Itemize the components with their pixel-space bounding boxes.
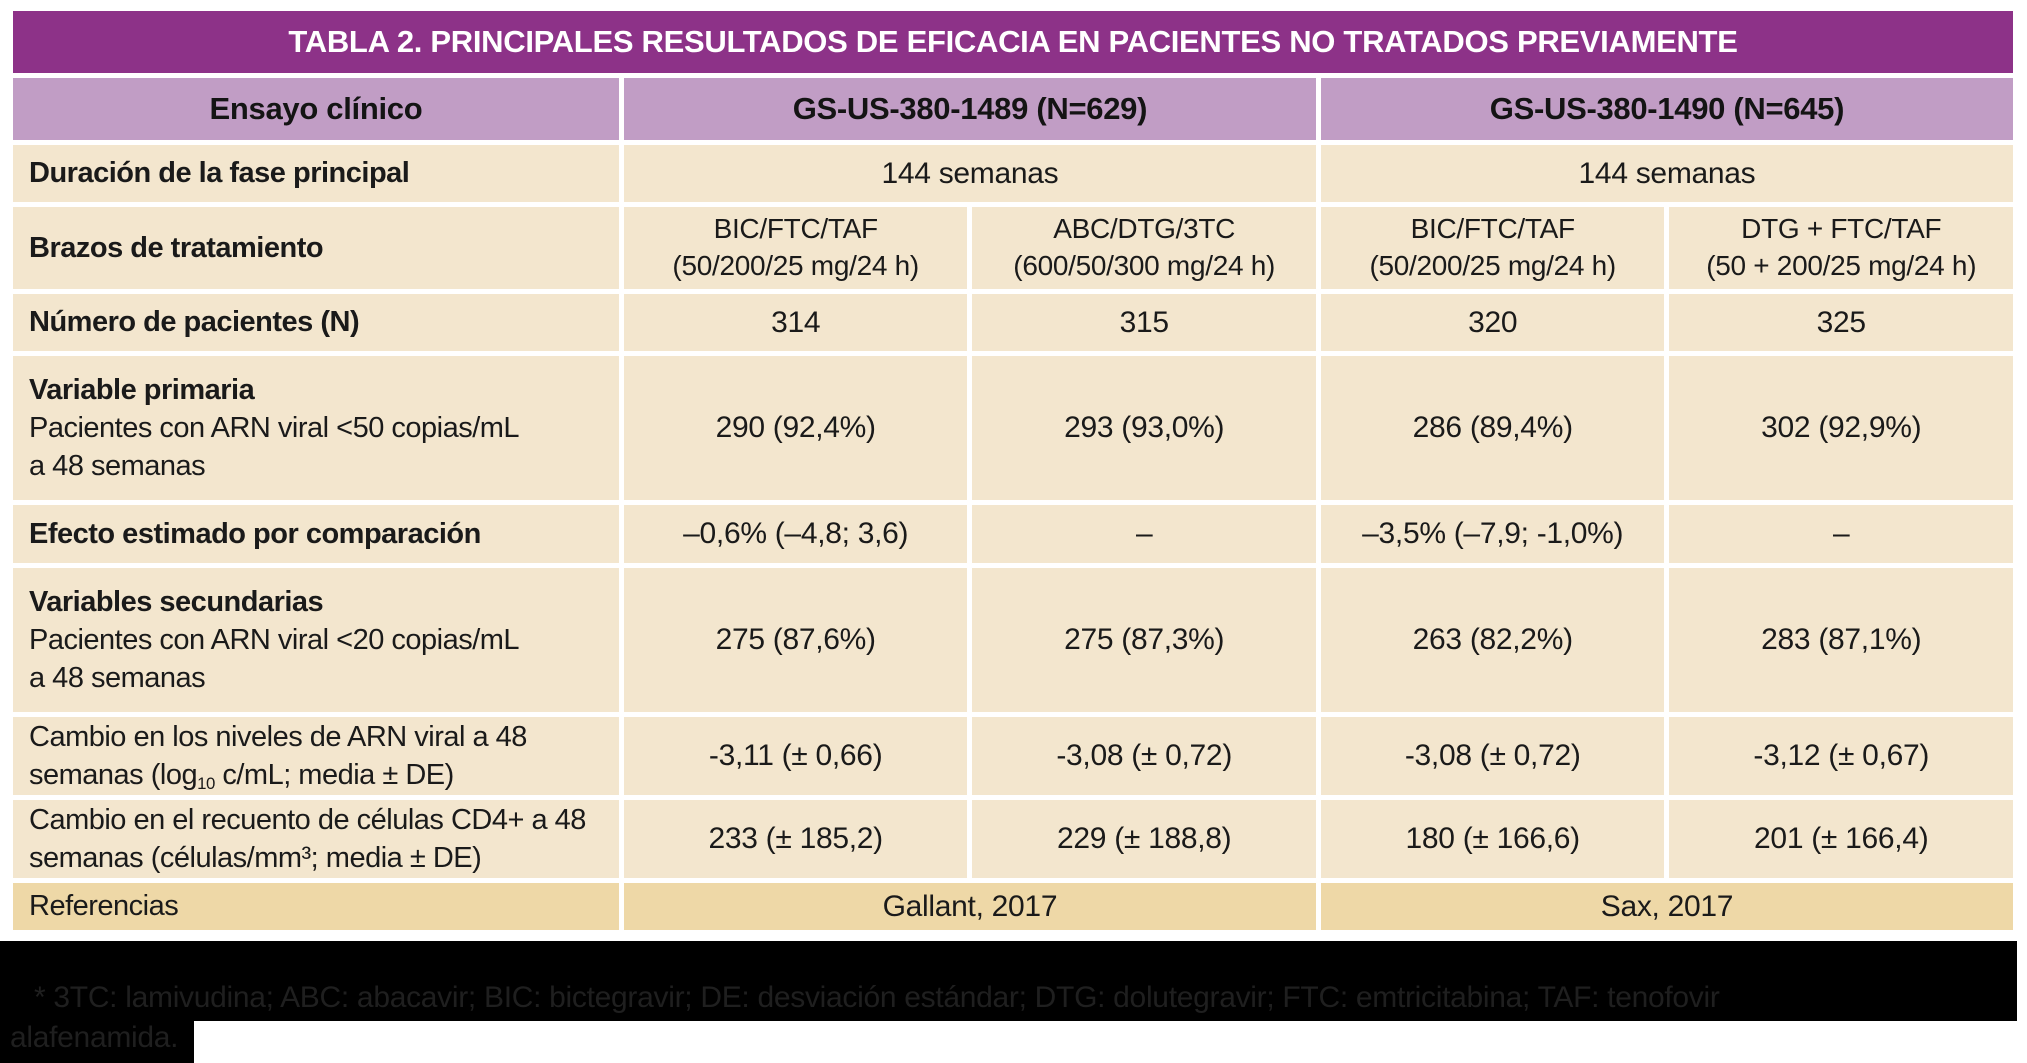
- cell-patients-1: 314: [623, 294, 968, 351]
- table-title: TABLA 2. PRINCIPALES RESULTADOS DE EFICA…: [13, 11, 2013, 73]
- cell-secondary-1: 275 (87,6%): [623, 568, 968, 712]
- cell-cd4-change-1: 233 (± 185,2): [623, 800, 968, 878]
- cell-effect-1: –0,6% (–4,8; 3,6): [623, 505, 968, 563]
- cell-duration-study2: 144 semanas: [1320, 145, 2013, 202]
- header-cell-study2: GS-US-380-1490 (N=645): [1320, 78, 2013, 140]
- cell-patients-4: 325: [1669, 294, 2013, 351]
- primary-endpoint-label-rest: Pacientes con ARN viral <50 copias/mL a …: [29, 411, 520, 483]
- cell-secondary-3: 263 (82,2%): [1320, 568, 1665, 712]
- footnote-line2: alafenamida.: [10, 1021, 179, 1054]
- cell-cd4-change-2: 229 (± 188,8): [972, 800, 1316, 878]
- cell-rna-change-2: -3,08 (± 0,72): [972, 717, 1316, 795]
- primary-endpoint-label-bold: Variable primaria: [29, 373, 255, 406]
- row-rna-change-label: Cambio en los niveles de ARN viral a 48 …: [13, 717, 619, 795]
- cell-secondary-2: 275 (87,3%): [972, 568, 1316, 712]
- footnote-line1: * 3TC: lamivudina; ABC: abacavir; BIC: b…: [34, 981, 1720, 1014]
- cell-primary-2: 293 (93,0%): [972, 356, 1316, 500]
- cell-arms-2: ABC/DTG/3TC (600/50/300 mg/24 h): [972, 207, 1316, 289]
- footnote-black-band: * 3TC: lamivudina; ABC: abacavir; BIC: b…: [0, 941, 2017, 1021]
- cell-primary-1: 290 (92,4%): [623, 356, 968, 500]
- rna-change-label-post: c/mL; media ± DE): [214, 759, 454, 791]
- efficacy-results-table: TABLA 2. PRINCIPALES RESULTADOS DE EFICA…: [8, 6, 2018, 935]
- cell-cd4-change-4: 201 (± 166,4): [1669, 800, 2013, 878]
- cell-references-study1: Gallant, 2017: [623, 883, 1316, 930]
- cell-secondary-4: 283 (87,1%): [1669, 568, 2013, 712]
- cell-rna-change-1: -3,11 (± 0,66): [623, 717, 968, 795]
- cell-patients-3: 320: [1320, 294, 1665, 351]
- row-references-label: Referencias: [13, 883, 619, 930]
- row-cd4-change-label: Cambio en el recuento de células CD4+ a …: [13, 800, 619, 878]
- row-primary-endpoint-label: Variable primaria Pacientes con ARN vira…: [13, 356, 619, 500]
- cell-effect-3: –3,5% (–7,9; -1,0%): [1320, 505, 1665, 563]
- row-estimated-effect-label: Efecto estimado por comparación: [13, 505, 619, 563]
- rna-change-label-subscript: 10: [197, 773, 215, 793]
- cell-effect-4: –: [1669, 505, 2013, 563]
- cell-primary-4: 302 (92,9%): [1669, 356, 2013, 500]
- secondary-endpoints-label-rest: Pacientes con ARN viral <20 copias/mL a …: [29, 623, 520, 695]
- row-arms-label: Brazos de tratamiento: [13, 207, 619, 289]
- header-cell-trial: Ensayo clínico: [13, 78, 619, 140]
- row-secondary-endpoints-label: Variables secundarias Pacientes con ARN …: [13, 568, 619, 712]
- cell-cd4-change-3: 180 (± 166,6): [1320, 800, 1665, 878]
- cell-duration-study1: 144 semanas: [623, 145, 1316, 202]
- cell-primary-3: 286 (89,4%): [1320, 356, 1665, 500]
- row-duration-label: Duración de la fase principal: [13, 145, 619, 202]
- cell-rna-change-3: -3,08 (± 0,72): [1320, 717, 1665, 795]
- cell-effect-2: –: [972, 505, 1316, 563]
- cell-references-study2: Sax, 2017: [1320, 883, 2013, 930]
- row-patients-label: Número de pacientes (N): [13, 294, 619, 351]
- cell-patients-2: 315: [972, 294, 1316, 351]
- header-cell-study1: GS-US-380-1489 (N=629): [623, 78, 1316, 140]
- cell-arms-3: BIC/FTC/TAF (50/200/25 mg/24 h): [1320, 207, 1665, 289]
- cell-arms-4: DTG + FTC/TAF (50 + 200/25 mg/24 h): [1669, 207, 2013, 289]
- cell-arms-1: BIC/FTC/TAF (50/200/25 mg/24 h): [623, 207, 968, 289]
- secondary-endpoints-label-bold: Variables secundarias: [29, 585, 324, 618]
- rna-change-label-pre: Cambio en los niveles de ARN viral a 48 …: [29, 720, 527, 791]
- footnote-line2-highlight: alafenamida.: [0, 1021, 195, 1063]
- cell-rna-change-4: -3,12 (± 0,67): [1669, 717, 2013, 795]
